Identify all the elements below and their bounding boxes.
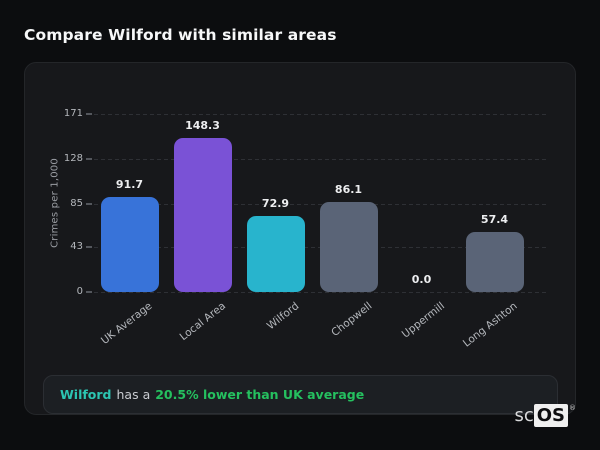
y-tick-label: 85 (70, 197, 83, 209)
note-highlight: 20.5% lower than UK average (155, 387, 365, 402)
x-axis-label-text: UK Average (99, 300, 155, 348)
bar[interactable] (465, 232, 524, 292)
bar-chart: Crimes per 1,000 171 128 85 43 0 91.7 UK Avera… (25, 63, 577, 416)
scos-logo: sc OS ® (514, 404, 576, 428)
x-axis-label-text: Long Ashton (461, 300, 520, 350)
y-tick-mark (86, 202, 92, 205)
note-subject: Wilford (60, 387, 112, 402)
bar[interactable] (100, 197, 159, 292)
logo-box: OS (533, 404, 568, 427)
x-axis-label-text: Uppermill (399, 300, 447, 341)
x-axis-label-text: Chopwell (328, 300, 374, 339)
gridline (87, 203, 549, 205)
y-tick-mark (86, 113, 92, 115)
y-tick-mark (86, 291, 92, 293)
bar-value-label: 72.9 (261, 197, 290, 210)
logo-prefix: sc (514, 405, 534, 426)
bar[interactable] (246, 216, 305, 292)
bar[interactable] (319, 202, 378, 292)
gridline (87, 114, 549, 115)
bar-value-label: 57.4 (480, 213, 509, 226)
gridline (87, 247, 549, 249)
y-tick-mark (86, 157, 92, 160)
y-tick-label: 43 (70, 241, 83, 253)
page-title: Compare Wilford with similar areas (24, 26, 337, 44)
y-tick-label: 0 (76, 286, 83, 297)
x-axis-label-text: Wilford (264, 300, 301, 333)
comparison-note: Wilford has a 20.5% lower than UK averag… (43, 375, 558, 414)
bar-value-label: 0.0 (411, 273, 432, 286)
comparison-chart-card: Crimes per 1,000 171 128 85 43 0 91.7 UK Avera… (24, 62, 576, 415)
note-connector: has a (116, 387, 151, 402)
bar-value-label: 91.7 (115, 178, 144, 191)
gridline (87, 158, 549, 160)
bar[interactable] (173, 138, 232, 292)
gridline (87, 292, 549, 293)
y-tick-label: 128 (63, 152, 83, 164)
bar-value-label: 86.1 (334, 183, 363, 196)
bar-value-label: 148.3 (185, 119, 220, 132)
registered-trademark-icon: ® (569, 404, 576, 412)
x-axis-label-text: Local Area (177, 300, 228, 344)
y-tick-label: 171 (63, 108, 83, 119)
y-tick-mark (86, 246, 92, 249)
